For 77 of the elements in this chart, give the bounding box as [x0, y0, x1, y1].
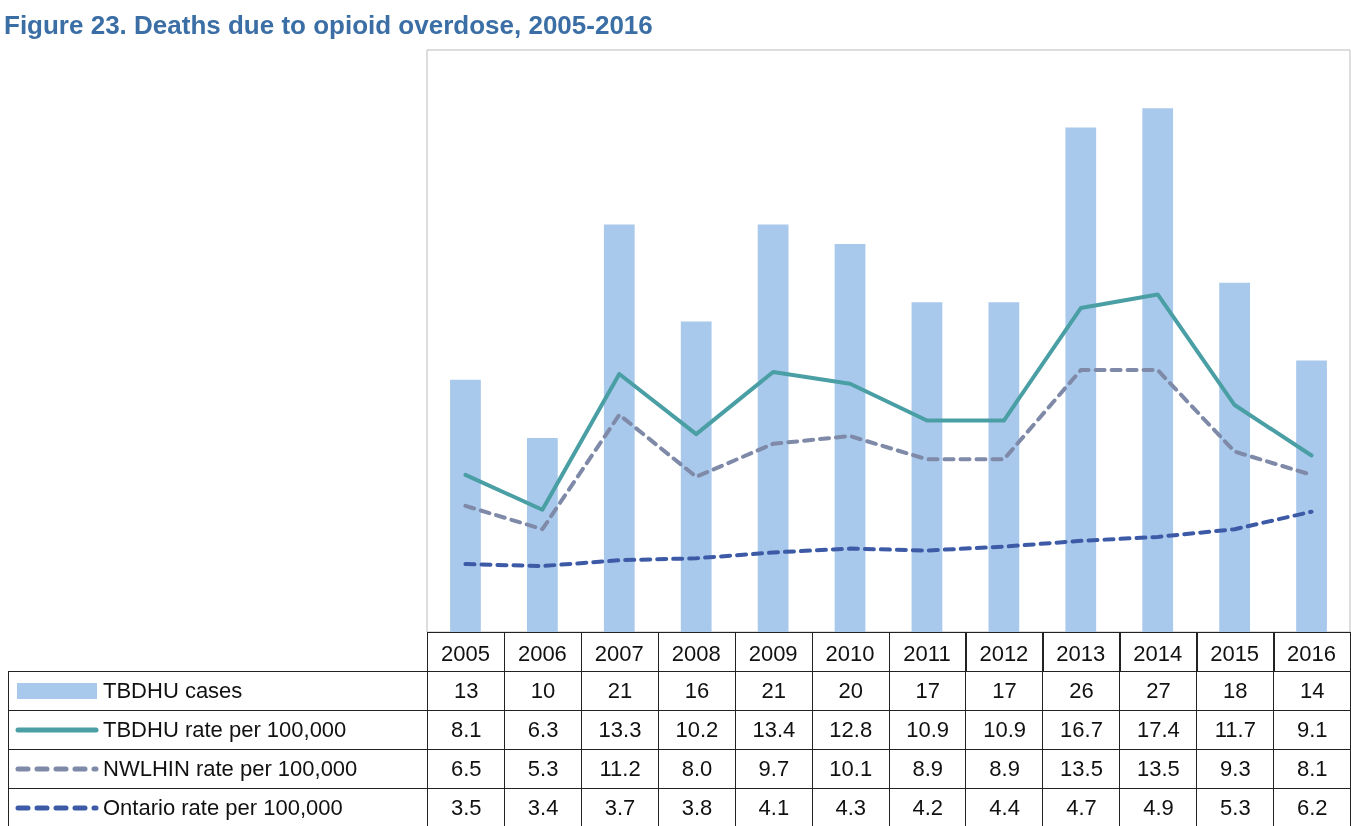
- data-label: 4.7: [1042, 788, 1121, 826]
- x-tick-label: 2011: [903, 640, 951, 666]
- data-label: 21: [580, 671, 660, 712]
- x-tick-label: 2015: [1210, 640, 1260, 666]
- data-label: 21: [734, 671, 814, 712]
- data-label: 8.1: [427, 710, 506, 751]
- data-label: 9.1: [1273, 710, 1351, 751]
- data-label: 10: [503, 671, 583, 712]
- x-tick-label: 2006: [517, 640, 567, 666]
- legend-label: Ontario rate per 100,000: [103, 795, 343, 822]
- bar: [526, 438, 558, 632]
- x-tick-label: 2016: [1287, 640, 1337, 666]
- data-label: 12.8: [811, 710, 890, 751]
- legend-label: TBDHU cases: [103, 678, 243, 705]
- data-label: 8.1: [1273, 749, 1351, 790]
- legend-label: TBDHU rate per 100,000: [103, 717, 347, 744]
- bar: [1296, 360, 1327, 632]
- data-label: 11.7: [1196, 710, 1275, 751]
- data-label: 17: [888, 671, 967, 712]
- data-label: 6.2: [1273, 788, 1351, 826]
- data-label: 14: [1273, 671, 1351, 712]
- data-label: 5.3: [503, 749, 583, 790]
- data-label: 3.7: [580, 788, 660, 826]
- data-label: 3.4: [503, 788, 583, 826]
- data-label: 13.5: [1119, 749, 1198, 790]
- data-label: 9.3: [1196, 749, 1275, 790]
- data-label: 9.7: [734, 749, 814, 790]
- legend-label: NWLHIN rate per 100,000: [103, 756, 358, 783]
- data-label: 8.9: [965, 749, 1044, 790]
- x-tick-label: 2010: [825, 640, 875, 666]
- data-label: 6.3: [503, 710, 583, 751]
- bar: [680, 321, 712, 632]
- data-label: 16.7: [1042, 710, 1121, 751]
- data-label: 8.9: [888, 749, 967, 790]
- data-label: 26: [1042, 671, 1121, 712]
- data-label: 3.8: [657, 788, 737, 826]
- x-tick-label: 2005: [440, 640, 490, 666]
- data-label: 10.2: [657, 710, 737, 751]
- data-label: 3.5: [427, 788, 506, 826]
- data-label: 13.4: [734, 710, 814, 751]
- data-label: 10.1: [811, 749, 890, 790]
- data-label: 27: [1119, 671, 1198, 712]
- data-label: 8.0: [657, 749, 737, 790]
- bar: [1065, 127, 1097, 632]
- bar: [1219, 282, 1251, 632]
- x-tick-label: 2009: [748, 640, 798, 666]
- data-label: 4.2: [888, 788, 967, 826]
- data-label: 20: [811, 671, 890, 712]
- data-label: 5.3: [1196, 788, 1275, 826]
- data-label: 10.9: [965, 710, 1044, 751]
- bar: [450, 379, 481, 632]
- data-label: 4.3: [811, 788, 890, 826]
- data-label: 17.4: [1119, 710, 1198, 751]
- data-label: 13.3: [580, 710, 660, 751]
- data-label: 13: [427, 671, 506, 712]
- bar: [603, 224, 635, 632]
- x-tick-label: 2007: [594, 640, 644, 666]
- data-label: 6.5: [427, 749, 506, 790]
- x-tick-label: 2013: [1056, 640, 1106, 666]
- data-label: 16: [657, 671, 737, 712]
- x-tick-label: 2012: [979, 640, 1029, 666]
- data-label: 10.9: [888, 710, 967, 751]
- data-label: 4.1: [734, 788, 814, 826]
- data-label: 18: [1196, 671, 1275, 712]
- data-label: 11.2: [580, 749, 660, 790]
- bar: [988, 302, 1020, 632]
- bar: [1142, 108, 1174, 632]
- chart-title: Figure 23. Deaths due to opioid overdose, 2005-2016: [4, 10, 653, 41]
- data-label: 4.4: [965, 788, 1044, 826]
- x-tick-label: 2008: [671, 640, 721, 666]
- bar: [911, 302, 943, 632]
- bar: [757, 224, 789, 632]
- data-label: 4.9: [1119, 788, 1198, 826]
- data-label: 17: [965, 671, 1044, 712]
- bar: [834, 244, 866, 632]
- data-label: 13.5: [1042, 749, 1121, 790]
- x-tick-label: 2014: [1133, 640, 1183, 666]
